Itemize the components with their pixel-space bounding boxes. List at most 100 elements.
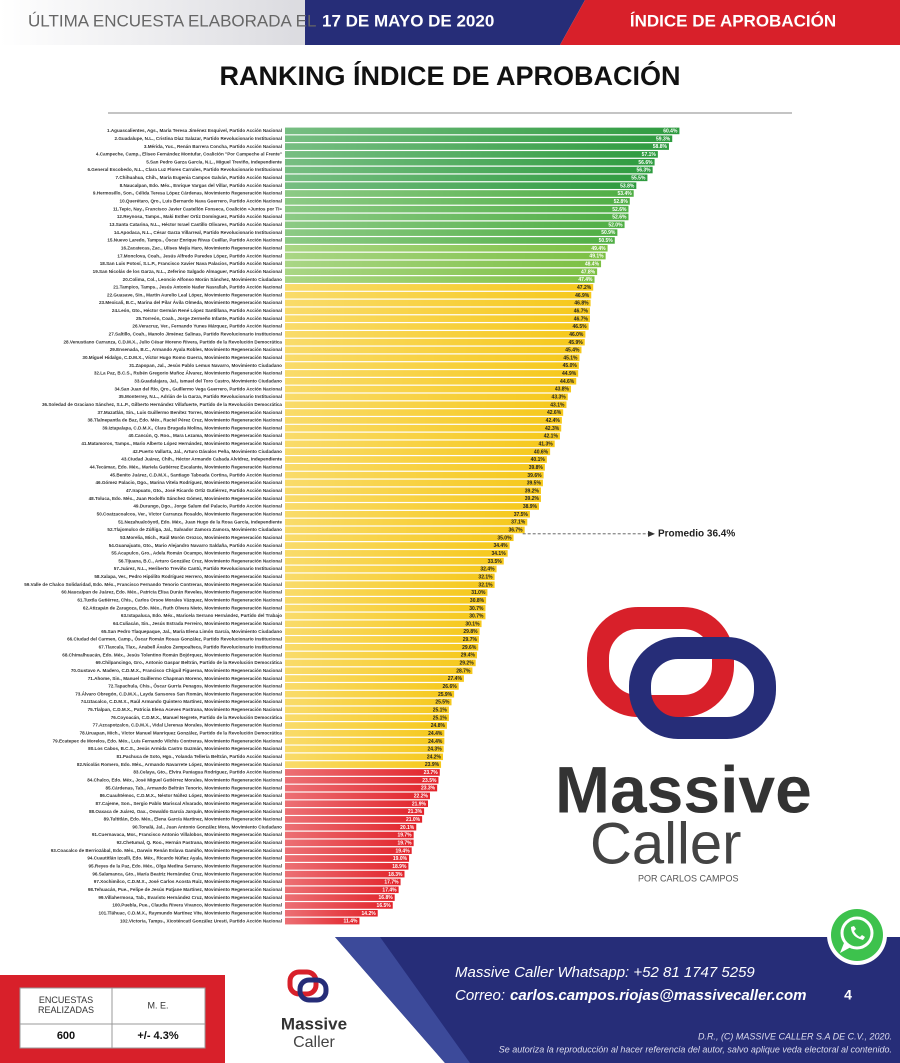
category-label: 102.Victoria, Tamps., Xicoténcatl Gonzál… [120,918,282,923]
bar-shine [285,127,680,135]
small-logo-text: Massive [281,1014,347,1033]
bar-shine [285,784,438,792]
email: carlos.campos.riojas@massivecaller.com [510,987,806,1004]
category-label: 19.San Nicolás de los Garza, N.L., Zefer… [93,269,282,274]
category-label: 70.Gustavo A. Madero, C.D.M.X., Francisc… [71,668,282,673]
bar-shine [285,268,598,276]
value-label: 53.8% [620,183,635,189]
value-label: 25.9% [438,692,453,698]
category-label: 60.Naucalpan de Juárez, Edo. Méx., Patri… [61,590,282,595]
value-label: 30.8% [470,598,485,604]
category-label: 75.Tlalpan, C.D.M.X., Patricia Elena Ace… [88,707,282,712]
category-label: 95.Reyes de la Paz, Edo. Méx., Olga Medi… [88,864,282,869]
bar-shine [285,409,564,416]
value-label: 34.4% [493,543,508,549]
bar-shine [285,816,423,823]
bar-shine [285,393,568,401]
category-label: 49.Durango, Dgo., Jorge Salum del Palaci… [133,504,282,509]
category-label: 17.Monclova, Coah., Jesús Alfredo Parede… [117,253,282,258]
bar-shine [285,346,582,354]
bar-shine [285,745,444,753]
category-label: 5.San Pedro Garza García, N.L., Miguel T… [146,159,282,164]
category-label: 62.Atizapán de Zaragoza, Edo. Méx., Ruth… [83,605,282,610]
value-label: 21.9% [412,801,427,807]
value-label: 20.1% [400,825,415,831]
value-label: 50.5% [599,238,614,244]
icon-tail [840,943,851,953]
category-label: 86.Cuauhtémoc, C.D.M.X., Néstor Núñez Ló… [100,793,282,798]
category-label: 45.Benito Juárez, C.D.M.X., Santiago Tab… [110,472,282,477]
value-label: 25.1% [433,715,448,721]
bar-shine [285,909,378,917]
category-label: 74.Iztacalco, C.D.M.X., Raúl Armando Qui… [81,699,282,704]
bar-shine [285,737,445,745]
category-label: 88.Oaxaca de Juárez, Oax., Oswaldo Garcí… [89,809,282,814]
bar-shine [285,417,562,424]
value-label: 42.4% [546,418,561,424]
bar-shine [285,604,486,612]
category-label: 46.Gómez Palacio, Dgo., Marina Vitela Ro… [95,480,282,485]
value-label: 59.3% [656,136,671,142]
header-band [0,0,320,45]
category-label: 31.Zapopan, Jal., Jesús Pablo Lemus Nava… [129,363,282,368]
bar-shine [285,158,655,166]
value-label: 32.4% [480,567,495,573]
table-header: ENCUESTAS REALIZADAS [38,995,94,1015]
category-label: 12.Reynosa, Tamps., Maki Esther Ortiz Do… [117,214,282,219]
category-label: 89.Tultitlán, Edo. Méx., Elena García Ma… [104,817,282,822]
small-logo-ring [297,977,329,1003]
value-label: 19.0% [393,856,408,862]
category-label: 64.Culiacán, Sin., Jesús Estrada Ferreir… [113,621,282,626]
category-label: 20.Colima, Col., Leoncio Alfonso Morán S… [123,277,283,282]
category-label: 91.Cuernavaca, Mor., Francisco Antonio V… [92,832,282,837]
value-label: 42.3% [545,426,560,432]
bar-shine [285,260,602,268]
bar-shine [285,589,488,596]
bar-shine [285,244,608,252]
bar-shine [285,863,409,870]
value-label: 46.9% [575,293,590,299]
value-label: 35.0% [497,535,512,541]
icon-bubble [840,916,874,950]
bar-shine [285,182,637,189]
value-label: 21.3% [408,809,423,815]
category-label: 38.Tlalnepantla de Baz, Edo. Méx., Racie… [87,418,282,423]
category-label: 43.Ciudad Juárez, Chih., Héctor Armando … [121,457,282,462]
category-label: 47.Irapuato, Gto., José Ricardo Ortiz Gu… [126,488,282,493]
category-label: 81.Pachuca de Soto, Hgo., Yolanda Teller… [116,754,282,759]
value-label: 50.9% [601,230,616,236]
category-label: 11.Tepic, Nay., Francisco Javier Castell… [113,206,282,211]
value-label: 23.7% [424,770,439,776]
category-label: 2.Guadalupe, N.L., Cristina Díaz Salazar… [115,136,282,141]
category-label: 1.Aguascalientes, Ags., María Teresa Jim… [107,128,282,133]
bar-shine [285,338,585,346]
value-label: 39.2% [525,488,540,494]
bar-shine [285,636,479,643]
bar-shine [285,557,504,565]
category-label: 101.Tláhuac, C.D.M.X., Raymundo Martínez… [99,910,282,915]
bar-shine [285,362,579,369]
bar-shine [285,284,594,291]
value-label: 46.0% [569,332,584,338]
value-label: 16.5% [377,903,392,909]
whatsapp-icon [827,905,887,965]
value-label: 17.7% [384,880,399,886]
value-label: 45.1% [563,355,578,361]
value-label: 52.6% [612,207,627,213]
category-label: 53.Morelia, Mich., Raúl Morón Orozco, Mo… [120,535,282,540]
category-label: 39.Iztapalapa, C.D.M.X., Clara Brugada M… [102,425,282,430]
logo-text: Massive [555,752,812,826]
value-label: 45.4% [565,348,580,354]
bar-shine [285,464,545,471]
value-label: 47.2% [577,285,592,291]
bar-shine [285,581,495,588]
value-label: 25.5% [435,700,450,706]
category-label: 76.Coyoacán, C.D.M.X., Manuel Negrete, P… [111,715,283,720]
category-label: 25.Torreón, Coah., Jorge Zermeño Infante… [136,316,282,321]
value-label: 30.7% [469,606,484,612]
value-label: 46.7% [574,308,589,314]
category-label: 22.Guasave, Sin., Martín Aurelio Leal Ló… [107,292,282,297]
bar-shine [285,550,508,557]
value-label: 24.4% [428,731,443,737]
value-label: 40.6% [534,449,549,455]
